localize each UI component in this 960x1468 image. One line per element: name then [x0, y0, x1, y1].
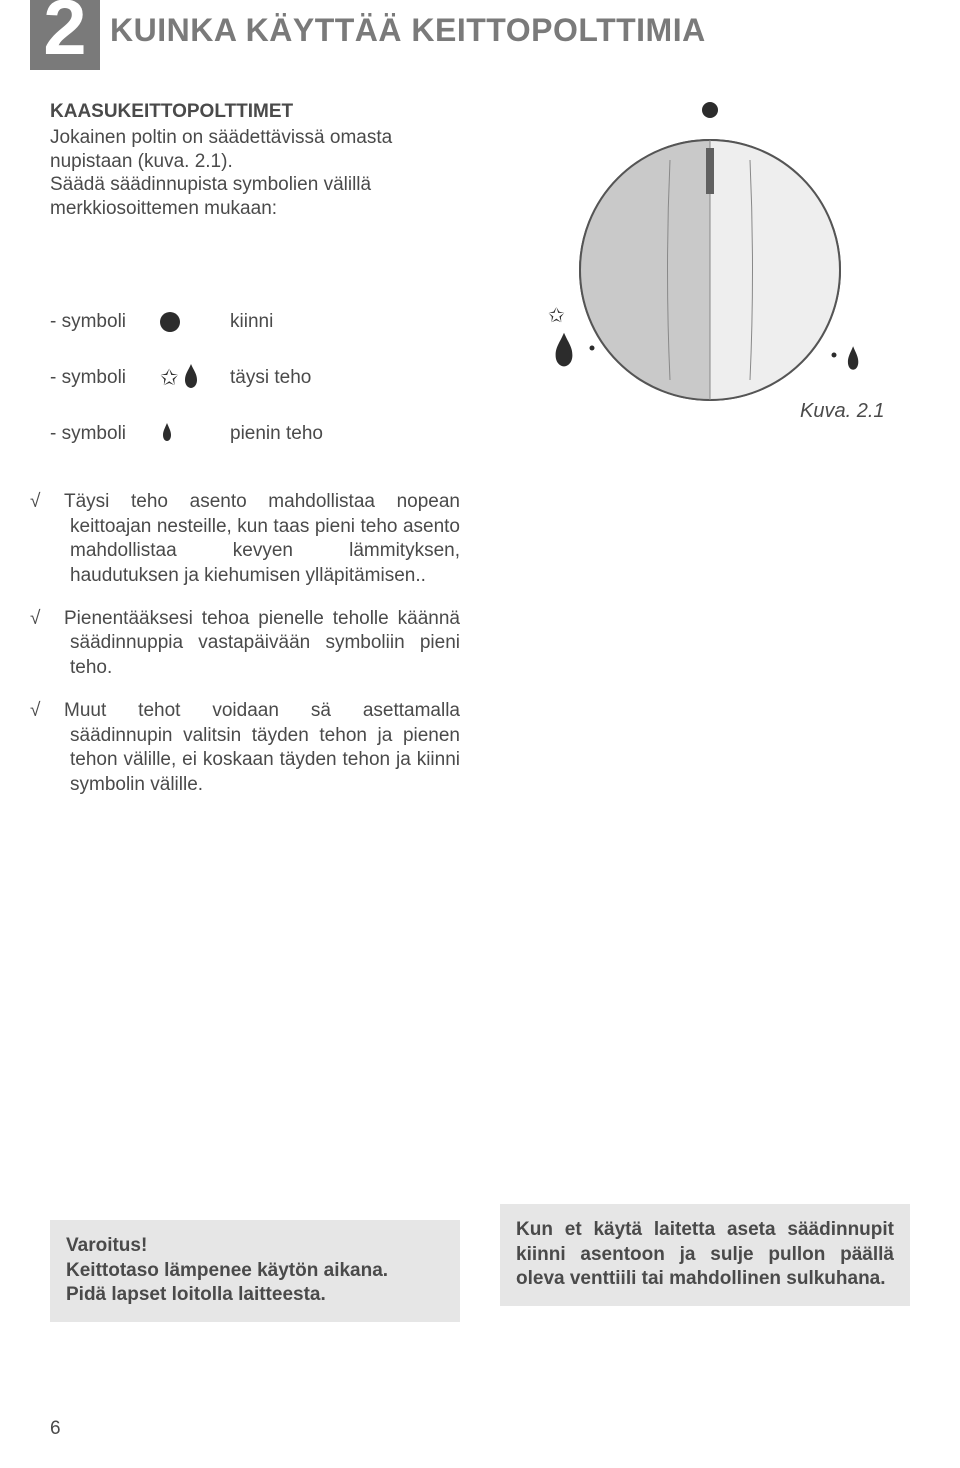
warning-left-box: Varoitus! Keittotaso lämpenee käytön aik… [50, 1220, 460, 1322]
flame-small-icon [160, 422, 174, 447]
symbol-label-left: - symboli [50, 423, 160, 445]
star-icon: ✩ [160, 367, 178, 389]
bullet-text: Pienentääksesi tehoa pienelle teholle kä… [64, 608, 460, 678]
warning-right-box: Kun et käytä laitetta aseta säädinnupit … [500, 1204, 910, 1306]
intro-subheading: KAASUKEITTOPOLTTIMET [50, 100, 460, 124]
bullet-item: √Täysi teho asento mahdollistaa nopean k… [50, 490, 460, 589]
chapter-badge: 2 [30, 0, 100, 70]
low-power-icon [160, 422, 230, 447]
symbol-label-right: täysi teho [230, 367, 311, 389]
check-icon: √ [50, 607, 64, 632]
warning-left-text: Varoitus! Keittotaso lämpenee käytön aik… [66, 1234, 444, 1308]
bullet-text: Täysi teho asento mahdollistaa nopean ke… [64, 491, 460, 586]
intro-text: Jokainen poltin on säädettävissä omasta … [50, 126, 460, 221]
bullet-list: √Täysi teho asento mahdollistaa nopean k… [50, 490, 460, 816]
svg-text:✩: ✩ [548, 305, 565, 327]
symbol-row: - symboli pienin teho [50, 406, 460, 462]
check-icon: √ [50, 699, 64, 724]
closed-dot-icon [160, 312, 230, 332]
bullet-text: Muut tehot voidaan sä asettamalla säädin… [64, 700, 460, 795]
symbol-row: - symboli ✩ täysi teho [50, 350, 460, 406]
intro-block: KAASUKEITTOPOLTTIMET Jokainen poltin on … [50, 100, 460, 221]
chapter-number: 2 [43, 0, 86, 66]
symbol-label-left: - symboli [50, 311, 160, 333]
flame-large-icon [180, 362, 202, 395]
symbol-label-left: - symboli [50, 367, 160, 389]
bullet-item: √Muut tehot voidaan sä asettamalla säädi… [50, 699, 460, 798]
figure-caption: Kuva. 2.1 [800, 400, 885, 423]
symbol-label-right: kiinni [230, 311, 273, 333]
page-title: KUINKA KÄYTTÄÄ KEITTOPOLTTIMIA [110, 12, 706, 49]
symbol-row: - symboli kiinni [50, 294, 460, 350]
full-power-icon: ✩ [160, 362, 230, 395]
knob-diagram: ✩ [520, 90, 900, 440]
check-icon: √ [50, 490, 64, 515]
warning-right-text: Kun et käytä laitetta aseta säädinnupit … [516, 1218, 894, 1292]
symbol-label-right: pienin teho [230, 423, 323, 445]
page-number: 6 [50, 1418, 61, 1440]
bullet-item: √Pienentääksesi tehoa pienelle teholle k… [50, 607, 460, 681]
symbol-table: - symboli kiinni - symboli ✩ täysi teho … [50, 294, 460, 462]
